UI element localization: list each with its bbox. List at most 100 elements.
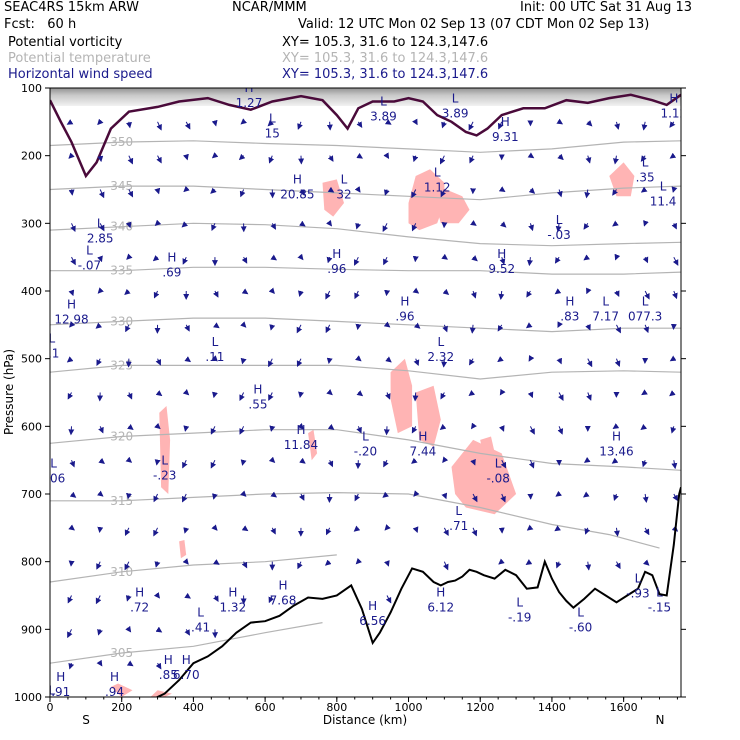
extremum-type-label: L [50,457,57,471]
wind-arrow [69,491,77,498]
wind-arrow [124,527,131,537]
extremum-type-label: L [495,457,502,471]
wind-arrow [241,561,248,569]
wind-arrow [526,524,534,531]
extremum-type-label: H [293,173,302,187]
wind-arrow [241,256,248,264]
wind-arrow [211,223,217,232]
wind-arrow [525,559,533,565]
wind-arrow [672,290,678,300]
wind-arrow [643,324,649,334]
wind-arrow [213,322,220,329]
theta-label: 350 [110,135,133,149]
wind-arrow [183,425,190,432]
wind-arrow [443,527,449,537]
wind-arrow [97,155,104,163]
wind-arrow [498,186,506,193]
wind-arrow [613,493,619,502]
wind-arrow [528,355,535,362]
wind-arrow [671,460,678,470]
field-theta-xy: XY= 105.3, 31.6 to 124.3,147.6 [282,51,489,66]
wind-arrow [268,155,275,164]
extremum-value-label: 1.27 [236,96,263,110]
wind-arrow [154,459,161,466]
extremum-type-label: L [197,606,204,620]
extremum-value-label: 3.89 [370,110,397,124]
extremum-value-label: 15 [265,127,280,141]
wind-arrow [154,422,161,430]
extremum-type-label: L [642,294,649,308]
extremum-type-label: L [212,335,219,349]
wind-arrow [325,324,332,334]
wind-arrow [528,223,534,232]
extremum-type-label: L [269,112,276,126]
extremum-value-label: .35 [636,171,655,185]
theta-line [50,364,681,380]
extremum-value-label: 6.56 [359,614,386,628]
wind-arrow [383,152,390,160]
wind-arrow [326,389,333,396]
extremum-value-label: .96 [395,309,414,323]
wind-arrow [439,155,446,165]
wind-arrow [213,559,220,565]
extremum-type-label: L [656,585,663,599]
wind-arrow [557,153,564,161]
extremum-value-label: .96 [327,262,346,276]
wind-arrow [671,186,678,193]
wind-arrow [210,187,217,194]
wind-arrow [268,392,274,401]
x-tick-label: 0 [47,701,54,714]
wind-arrow [383,189,390,196]
wind-arrow [326,219,333,227]
y-tick-label: 1000 [14,691,42,704]
wind-arrow [96,490,104,497]
wind-arrow [528,459,535,469]
pink-region [415,385,441,447]
extremum-value-label: 1.12 [424,181,451,195]
wind-arrow [471,255,478,262]
wind-arrow [213,595,219,603]
wind-arrow [98,457,105,464]
wind-arrow [356,152,363,159]
wind-arrow [297,121,303,130]
wind-arrow [411,457,418,464]
extremum-value-label: -.19 [508,610,531,624]
theta-line [50,554,337,583]
wind-arrow [355,323,362,331]
wind-arrow [557,321,563,328]
wind-arrow [354,290,360,300]
wind-arrow [125,595,132,602]
extremum-type-label: L [161,453,168,467]
wind-arrow [498,290,505,300]
wind-arrow [413,490,420,497]
wind-arrow [412,526,419,534]
extremum-value-label: .71 [449,519,468,533]
wind-arrow [156,155,162,164]
extremum-type-label: H [67,298,76,312]
wind-arrow [126,660,134,667]
wind-arrow [183,185,190,193]
x-tick-label: 1600 [610,701,638,714]
wind-arrow [643,527,650,536]
wind-arrow [124,561,130,571]
wind-arrow [241,288,249,295]
wind-arrow [669,121,676,128]
stratosphere-shading [50,88,681,106]
extremum-type-label: H [296,423,305,437]
wind-arrow [499,388,506,396]
wind-arrow [325,527,332,536]
pink-region [308,429,318,461]
wind-arrow [469,324,476,334]
wind-arrow [640,155,647,162]
wind-arrow [384,524,391,531]
wind-arrow [299,220,306,227]
model-title: SEAC4RS 15km ARW [4,0,140,15]
theta-label: 330 [110,314,133,328]
wind-arrow [70,256,76,266]
wind-arrow [212,391,218,399]
extremum-value-label: 2.32 [427,350,454,364]
wind-arrow [383,321,391,328]
wind-arrow [555,223,562,233]
y-tick-label: 300 [21,217,42,230]
extremum-type-label: H [244,81,253,95]
